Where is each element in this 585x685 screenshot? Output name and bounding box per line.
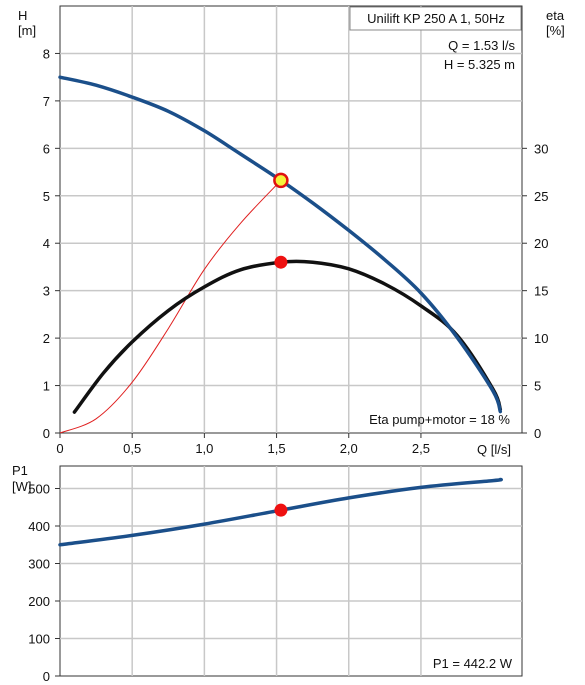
power-tick-label: 0 [43,669,50,684]
efficiency-readout: Eta pump+motor = 18 % [369,412,510,427]
head-readout: H = 5.325 m [444,57,515,72]
bottom-grid [60,466,522,676]
y-tick-label-left: 7 [43,94,50,109]
bottom-panel: 0 100 200 300 400 500 P1 [W] P1 = 442.2 W [12,463,523,684]
bottom-plot-frame [59,465,523,677]
y-tick-label-right: 25 [534,189,548,204]
y-tick-label-left: 0 [43,426,50,441]
top-tick-labels: 0 1 2 3 4 5 6 7 8 0 5 10 15 20 25 30 0 0,5 1,0 1,5 2,0 2,5 [43,46,549,456]
y-tick-label-right: 20 [534,236,548,251]
y-tick-label-right: 15 [534,284,548,299]
top-series-layer [58,75,503,434]
x-tick-label: 0,5 [123,441,141,456]
bottom-operating-points [274,503,288,517]
top-panel: 0 1 2 3 4 5 6 7 8 0 5 10 15 20 25 30 0 0,5 1,0 1,5 2,0 2,5 H … [18,5,565,457]
y-tick-label-right: 0 [534,426,541,441]
power-axis-label-symbol: P1 [12,463,28,478]
power-readout: P1 = 442.2 W [433,656,513,671]
y-tick-label-left: 1 [43,379,50,394]
top-plot-frame [59,5,523,434]
top-operating-points [273,172,289,269]
y-tick-label-right: 5 [534,379,541,394]
x-tick-label: 2,5 [412,441,430,456]
x-axis-label: Q [l/s] [477,442,511,457]
y-tick-label-left: 3 [43,284,50,299]
head-curve [58,75,503,414]
y-axis-label-left-unit: [m] [18,23,36,38]
power-tick-label: 300 [28,557,50,572]
power-curve [58,477,503,547]
head-operating-point [273,172,289,189]
y-tick-label-right: 30 [534,141,548,156]
y-axis-label-right-unit: [%] [546,23,565,38]
x-tick-label: 1,5 [268,441,286,456]
power-tick-label: 400 [28,519,50,534]
x-tick-label: 1,0 [195,441,213,456]
top-grid [60,6,522,433]
efficiency-operating-point [274,255,288,269]
bottom-series-layer [58,477,503,547]
power-operating-point [274,503,288,517]
bottom-tick-labels: 0 100 200 300 400 500 [28,482,60,684]
y-tick-label-left: 8 [43,46,50,61]
system-curve [59,179,282,434]
power-tick-label: 100 [28,632,50,647]
y-axis-label-left-symbol: H [18,8,27,23]
power-tick-label: 500 [28,482,50,497]
x-tick-label: 2,0 [340,441,358,456]
x-tick-label: 0 [56,441,63,456]
y-axis-label-right-symbol: eta [546,8,565,23]
y-tick-label-right: 10 [534,331,548,346]
title-box [349,6,522,31]
y-tick-label-left: 6 [43,141,50,156]
y-tick-label-left: 5 [43,189,50,204]
power-axis-label-unit: [W] [12,479,32,494]
power-tick-label: 200 [28,594,50,609]
chart-title: Unilift KP 250 A 1, 50Hz [367,11,505,26]
y-tick-label-left: 2 [43,331,50,346]
y-tick-label-left: 4 [43,236,50,251]
flow-readout: Q = 1.53 l/s [448,38,515,53]
